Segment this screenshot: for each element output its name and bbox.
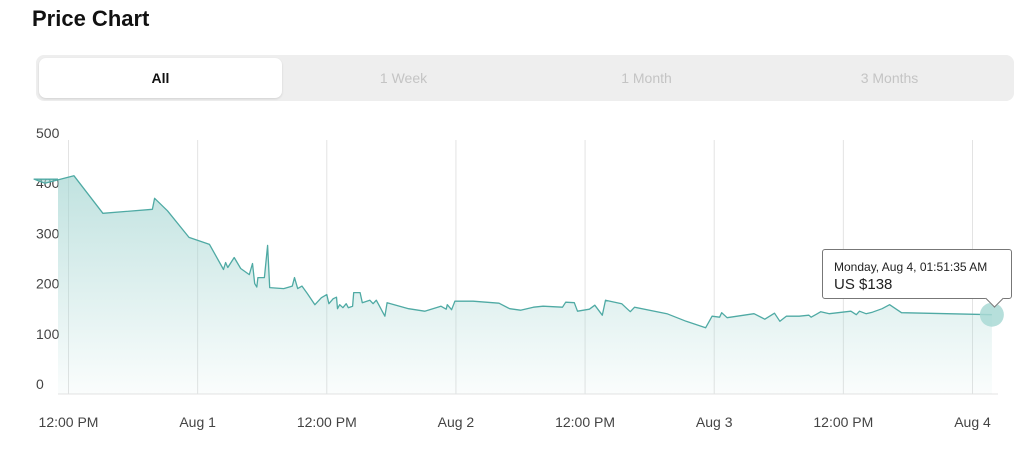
x-tick-label: Aug 2: [438, 414, 475, 430]
tab-1-month[interactable]: 1 Month: [621, 70, 672, 86]
x-tick-label: 12:00 PM: [555, 414, 615, 430]
y-tick-label: 500: [36, 125, 60, 141]
y-tick-label: 400: [36, 175, 60, 191]
highlight-point: [979, 302, 1004, 327]
tab-1-week[interactable]: 1 Week: [379, 70, 428, 86]
y-tick-label: 200: [36, 276, 60, 292]
y-tick-label: 300: [36, 225, 60, 241]
y-tick-label: 100: [36, 326, 60, 342]
x-tick-label: Aug 3: [696, 414, 733, 430]
tooltip-value: US $138: [834, 276, 893, 293]
tab-all[interactable]: All: [39, 58, 282, 98]
range-tabs: All 1 Week 1 Month 3 Months: [36, 55, 1014, 101]
x-tick-label: 12:00 PM: [297, 414, 357, 430]
tab-3-months[interactable]: 3 Months: [860, 70, 919, 86]
price-tooltip: Monday, Aug 4, 01:51:35 AM US $138: [822, 249, 1012, 299]
x-tick-label: Aug 1: [179, 414, 216, 430]
tooltip-date: Monday, Aug 4, 01:51:35 AM: [834, 260, 988, 274]
x-tick-label: 12:00 PM: [813, 414, 873, 430]
x-tick-label: Aug 4: [954, 414, 991, 430]
page-title: Price Chart: [32, 6, 150, 31]
y-tick-label: 0: [36, 376, 44, 392]
x-tick-label: 12:00 PM: [39, 414, 99, 430]
series-area: [34, 175, 992, 394]
series-line: [33, 175, 992, 329]
